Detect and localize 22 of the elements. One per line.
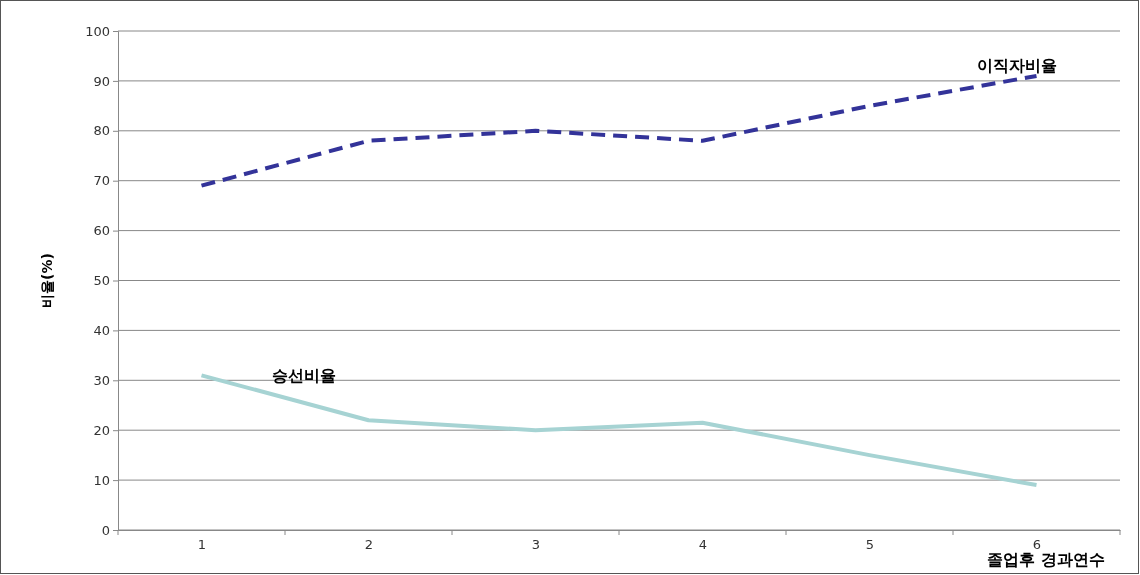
x-tick-label: 5 (865, 537, 875, 553)
y-tick-label: 90 (93, 73, 110, 89)
y-tick-label: 40 (93, 323, 110, 339)
y-tick-label: 30 (93, 372, 110, 388)
y-tick-label: 100 (85, 23, 110, 39)
y-tick-label: 70 (93, 173, 110, 189)
x-axis-title: 졸업후 경과연수 (987, 550, 1105, 569)
series-label: 승선비율 (271, 366, 336, 386)
x-tick-label: 6 (1032, 537, 1042, 553)
y-tick-label: 50 (93, 273, 110, 289)
y-tick-label: 10 (93, 472, 110, 488)
y-tick-label: 0 (101, 522, 110, 538)
line-series (199, 73, 1039, 188)
y-tick-label: 60 (93, 223, 110, 239)
y-tick-label: 20 (93, 422, 110, 438)
y-axis-title: 비율(%) (39, 253, 55, 308)
y-tick-label: 80 (93, 123, 110, 139)
x-tick-label: 4 (698, 537, 708, 553)
x-tick-label: 1 (197, 537, 207, 553)
x-tick-label: 3 (531, 537, 541, 553)
series-label: 이직자비율 (976, 55, 1057, 75)
x-tick-label: 2 (364, 537, 374, 553)
